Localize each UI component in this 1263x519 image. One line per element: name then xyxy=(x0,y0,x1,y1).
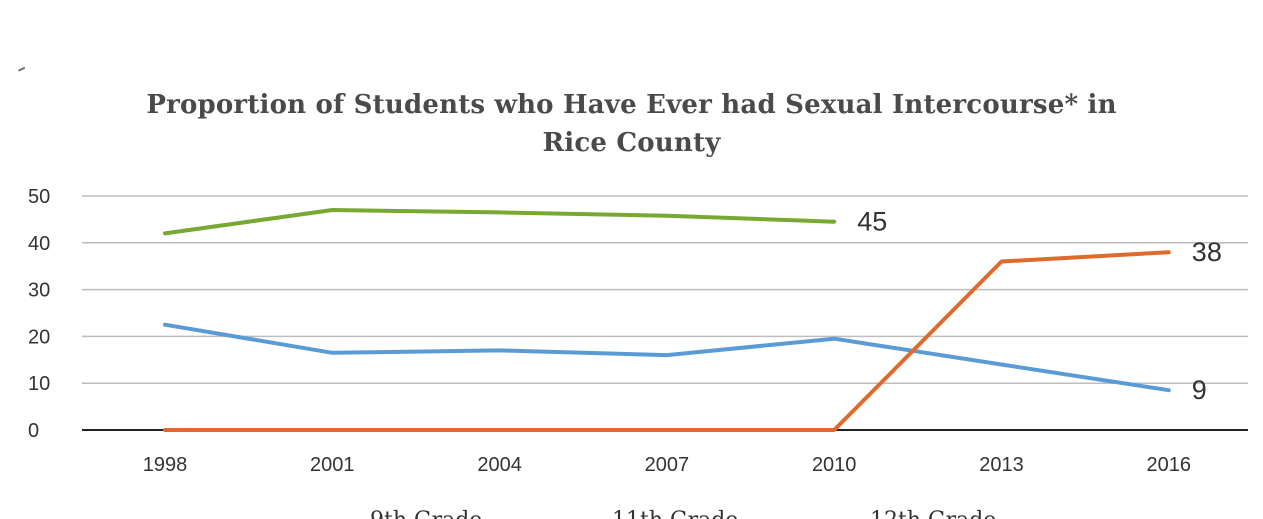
y-tick-label: 30 xyxy=(28,280,50,302)
series-line-12th-grade xyxy=(163,208,837,236)
y-tick-label: 40 xyxy=(28,233,50,255)
x-tick-label: 1998 xyxy=(143,454,188,476)
y-tick-label: 50 xyxy=(28,186,50,208)
x-tick-label: 2010 xyxy=(812,454,857,476)
series-lines xyxy=(163,208,1171,432)
y-axis-ticks: 0 10 20 30 40 50 xyxy=(28,186,50,442)
legend-label-12th-grade: 12th Grade xyxy=(870,508,996,519)
chart-title-line2: Rice County xyxy=(542,128,721,158)
series-line-11th-grade xyxy=(163,250,1171,432)
data-label-12th-grade: 45 xyxy=(857,207,887,237)
data-label-9th-grade: 9 xyxy=(1192,375,1207,405)
x-tick-label: 2001 xyxy=(310,454,355,476)
y-tick-label: 0 xyxy=(28,420,39,442)
data-label-11th-grade: 38 xyxy=(1192,237,1222,267)
series-line-9th-grade xyxy=(163,322,1171,393)
x-tick-label: 2016 xyxy=(1147,454,1192,476)
legend-label-11th-grade: 11th Grade xyxy=(612,508,738,519)
x-tick-label: 2007 xyxy=(645,454,690,476)
chart-title: Proportion of Students who Have Ever had… xyxy=(146,90,1117,120)
x-tick-label: 2004 xyxy=(477,454,522,476)
legend-label-9th-grade: 9th Grade xyxy=(370,508,482,519)
gridlines xyxy=(82,195,1248,431)
x-axis-ticks: 1998 2001 2004 2007 2010 2013 2016 xyxy=(143,454,1191,476)
x-tick-label: 2013 xyxy=(979,454,1024,476)
y-tick-label: 10 xyxy=(28,373,50,395)
y-tick-label: 20 xyxy=(28,326,50,348)
end-labels: 9 38 45 xyxy=(857,207,1222,405)
legend: 9th Grade 11th Grade 12th Grade xyxy=(370,508,996,519)
